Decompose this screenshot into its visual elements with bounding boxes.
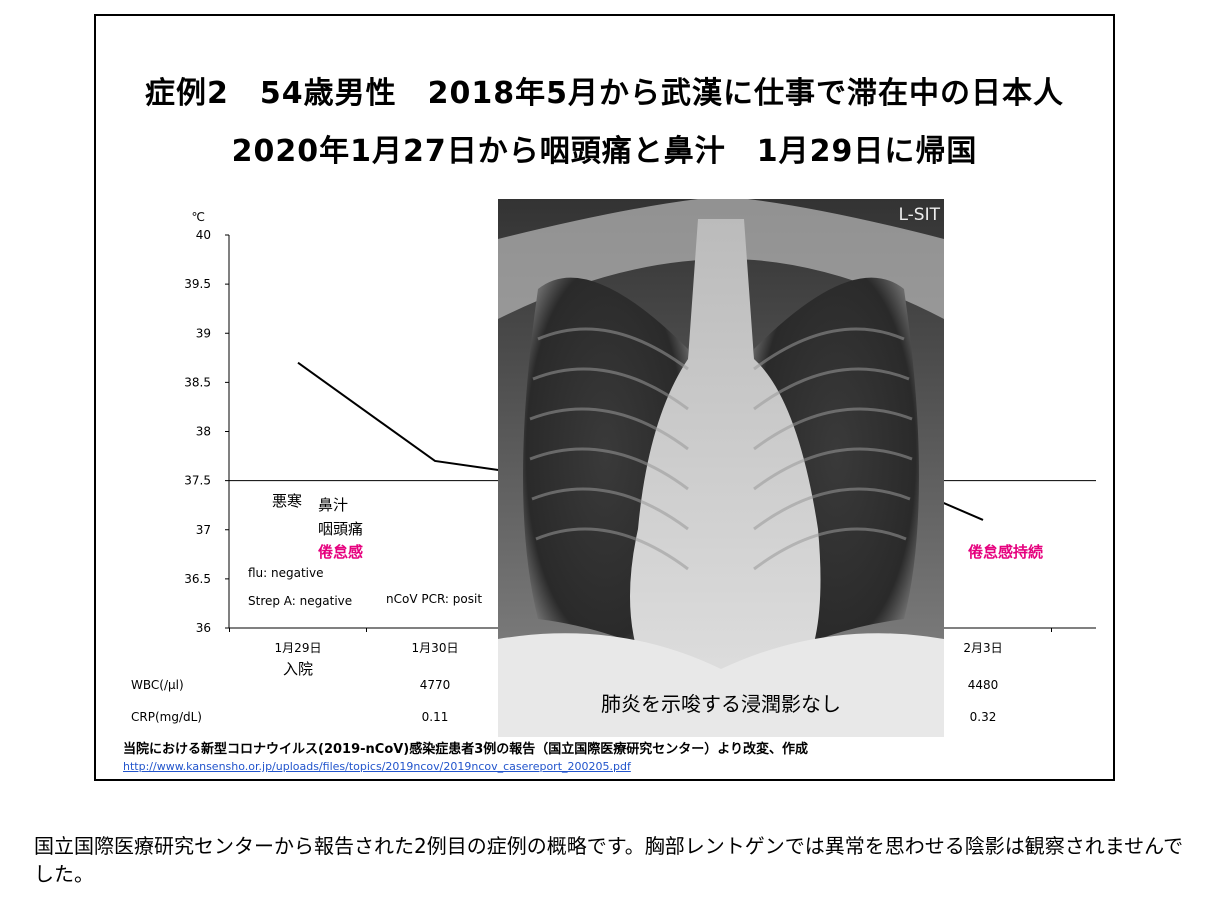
speaker-note: 国立国際医療研究センターから報告された2例目の症例の概略です。胸部レントゲンでは… — [34, 834, 1184, 886]
row-value: 4480 — [968, 678, 999, 692]
y-tick-label: 37.5 — [184, 474, 211, 488]
x-category-label: 1月29日 — [275, 641, 322, 655]
y-unit-label: ℃ — [192, 210, 205, 224]
source-link[interactable]: http://www.kansensho.or.jp/uploads/files… — [123, 760, 631, 773]
row-value: 0.32 — [970, 710, 997, 724]
y-tick-label: 38 — [196, 425, 211, 439]
annotation-fatigue-continues: 倦怠感持続 — [968, 543, 1043, 561]
chest-xray-image: L-SIT 肺炎を示唆する浸潤影なし — [498, 199, 944, 737]
row-value: 0.11 — [422, 710, 449, 724]
annotation-nasal: 鼻汁 — [318, 496, 348, 514]
annotation-strep: Strep A: negative — [248, 594, 352, 608]
slide: 症例2 54歳男性 2018年5月から武漢に仕事で滞在中の日本人 2020年1月… — [94, 14, 1115, 781]
x-category-label: 2月3日 — [963, 641, 1002, 655]
row-label: CRP(mg/dL) — [131, 710, 202, 724]
y-tick-label: 36.5 — [184, 572, 211, 586]
x-category-label: 1月30日 — [412, 641, 459, 655]
annotation-fatigue: 倦怠感 — [318, 543, 363, 561]
annotation-flu: flu: negative — [248, 566, 324, 580]
slide-title-line2: 2020年1月27日から咽頭痛と鼻汁 1月29日に帰国 — [231, 134, 978, 169]
annotation-throat: 咽頭痛 — [318, 520, 363, 538]
temperature-line-0 — [297, 361, 504, 472]
y-tick-label: 36 — [196, 621, 211, 635]
y-tick-label: 38.5 — [184, 375, 211, 389]
annotation-ncov-pcr: nCoV PCR: posit — [386, 592, 482, 606]
xray-drawing — [498, 199, 944, 737]
xray-marker: L-SIT — [898, 205, 941, 225]
row-label: WBC(/μl) — [131, 678, 184, 692]
xray-caption: 肺炎を示唆する浸潤影なし — [601, 692, 841, 716]
y-tick-label: 39 — [196, 326, 211, 340]
temperature-chart: ℃ 40 39.5 39 38.5 38 37.5 37 36.5 36 1月29日 1月30日 2月3… — [131, 210, 1096, 724]
admission-label: 入院 — [283, 660, 313, 678]
y-tick-label: 37 — [196, 523, 211, 537]
slide-title-line1: 症例2 54歳男性 2018年5月から武漢に仕事で滞在中の日本人 — [145, 76, 1064, 111]
annotation-chills: 悪寒 — [272, 492, 302, 510]
y-tick-label: 40 — [196, 228, 211, 242]
y-tick-label: 39.5 — [184, 277, 211, 291]
source-citation: 当院における新型コロナウイルス(2019-nCoV)感染症患者3例の報告（国立国… — [123, 742, 809, 757]
row-value: 4770 — [420, 678, 451, 692]
